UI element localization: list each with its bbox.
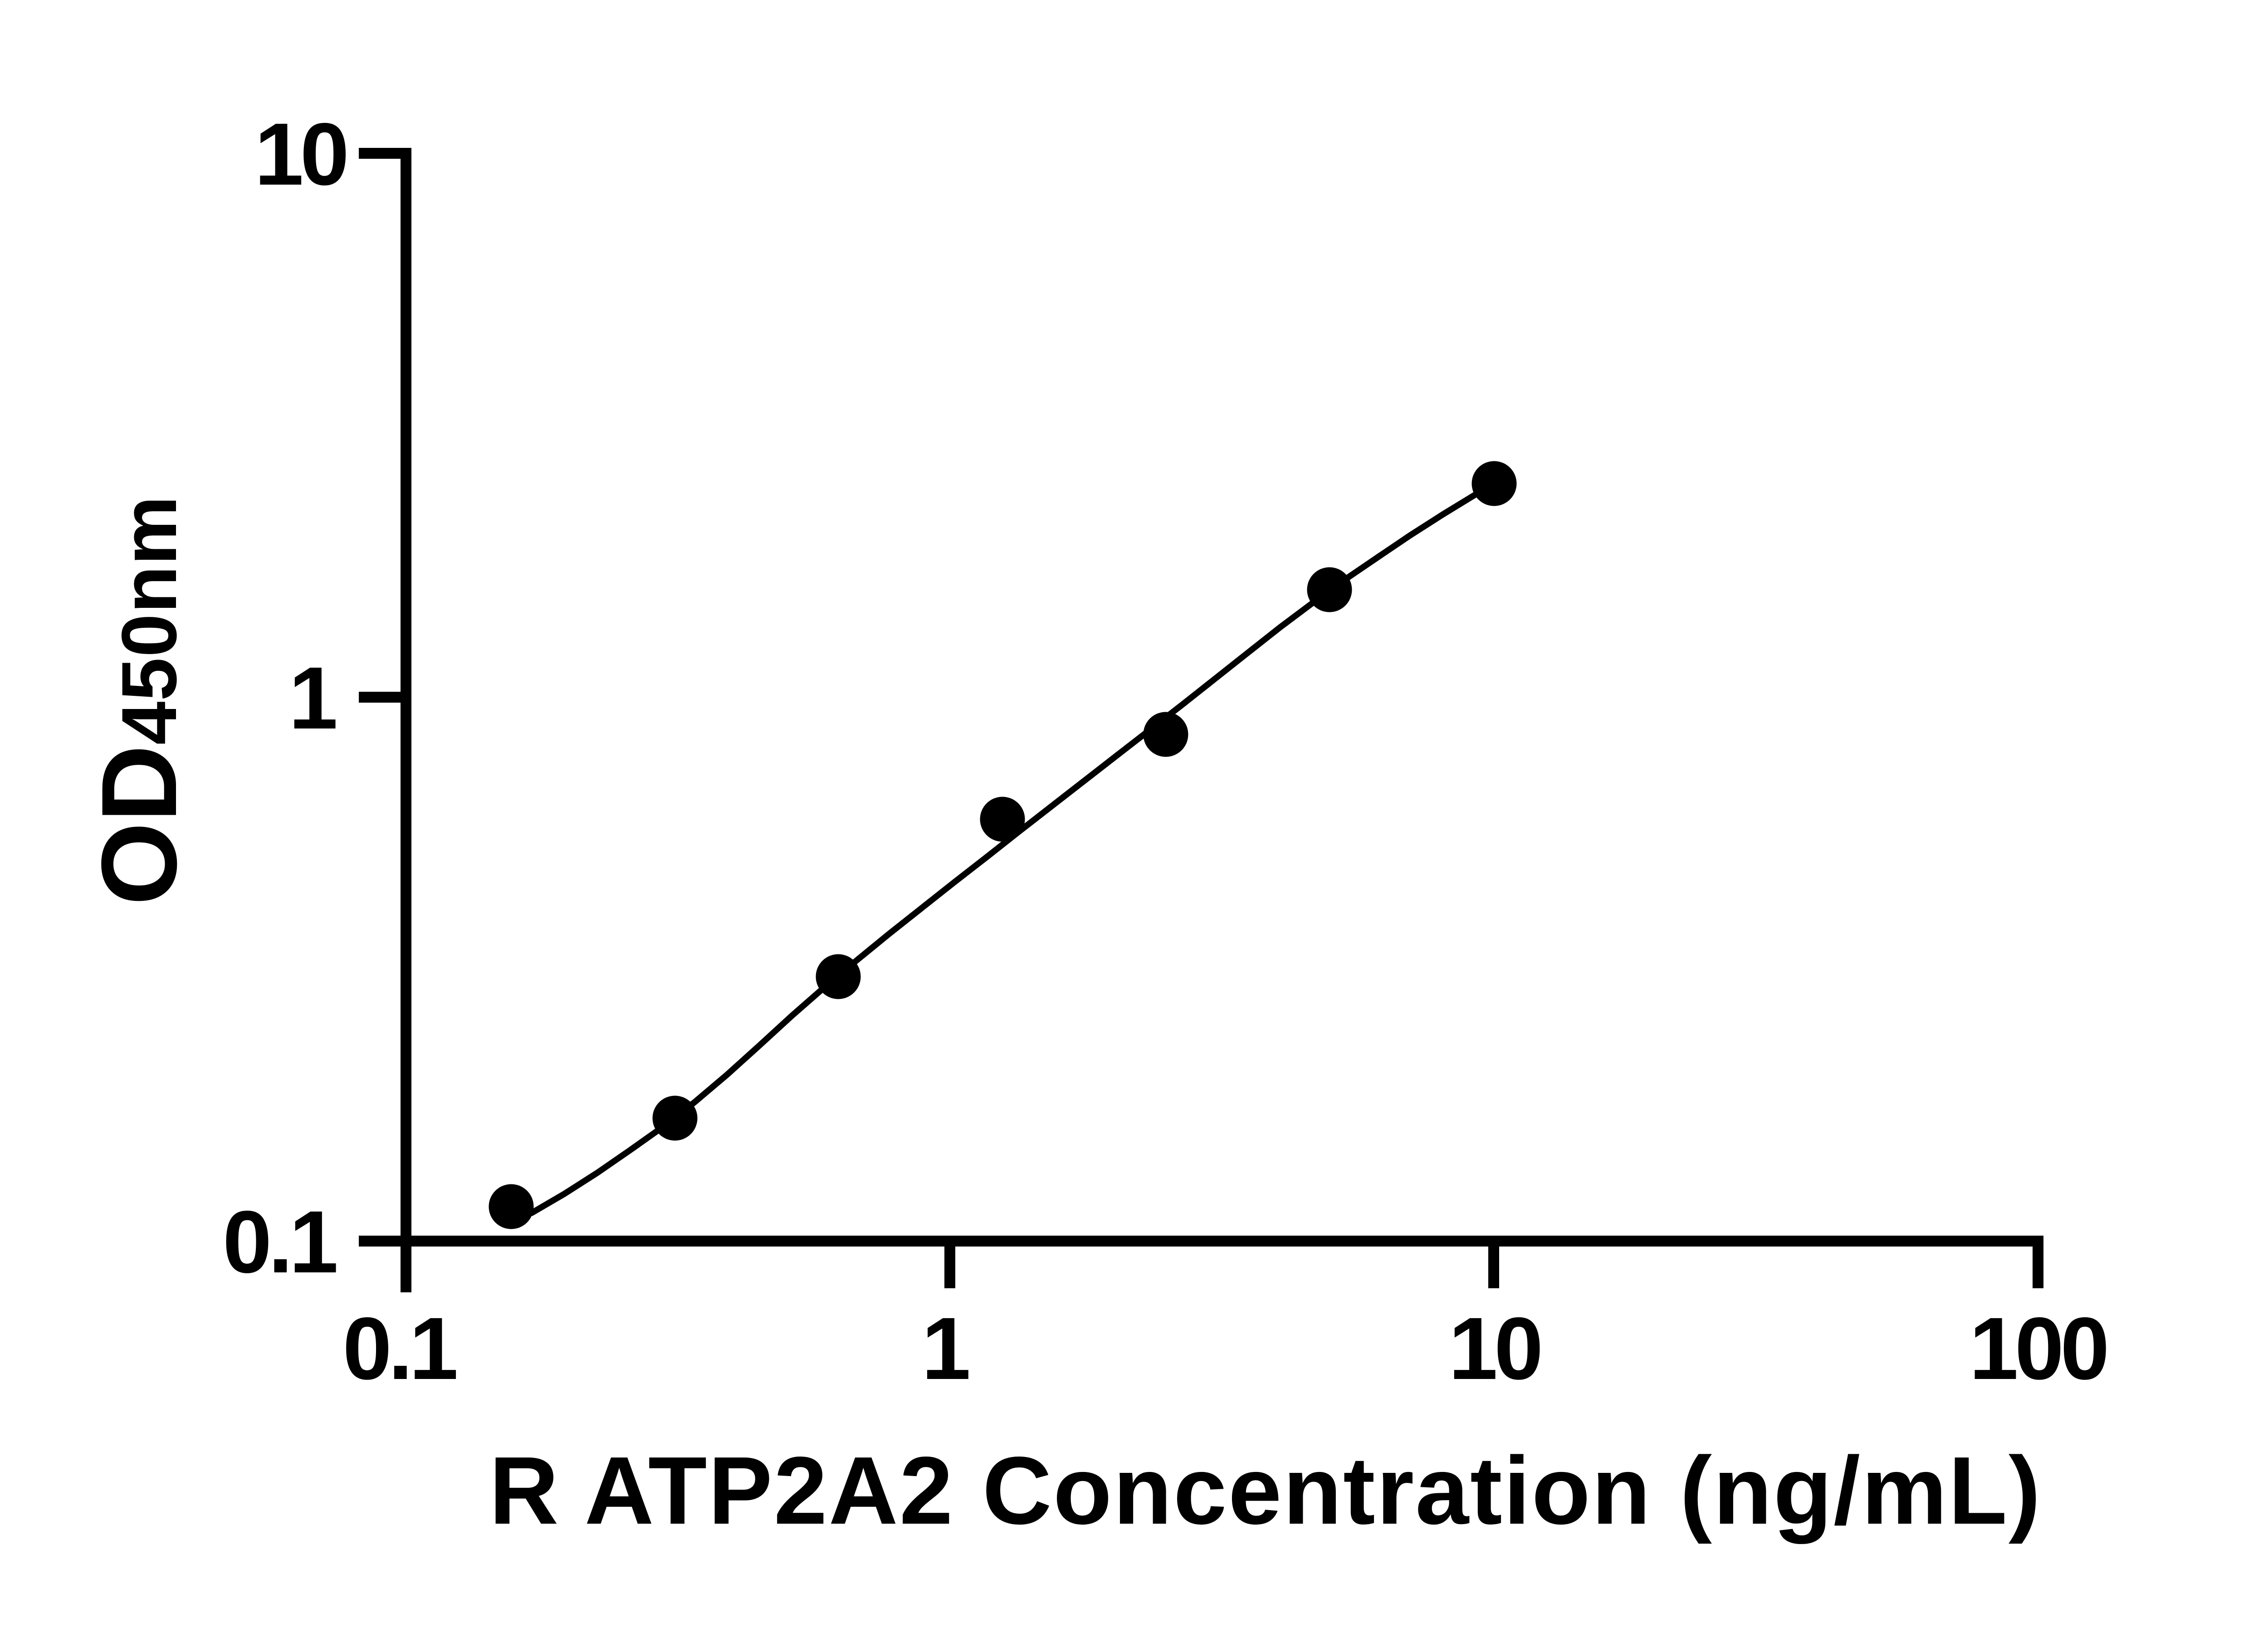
svg-text:10: 10 <box>1449 1299 1540 1398</box>
svg-text:100: 100 <box>1969 1299 2106 1398</box>
svg-text:10: 10 <box>254 105 346 204</box>
svg-text:0.1: 0.1 <box>342 1299 456 1398</box>
svg-text:1: 1 <box>922 1299 971 1398</box>
svg-text:R ATP2A2 Concentration (ng/mL): R ATP2A2 Concentration (ng/mL) <box>489 1437 2042 1544</box>
svg-text:1: 1 <box>289 649 338 748</box>
svg-text:0.1: 0.1 <box>223 1193 337 1291</box>
